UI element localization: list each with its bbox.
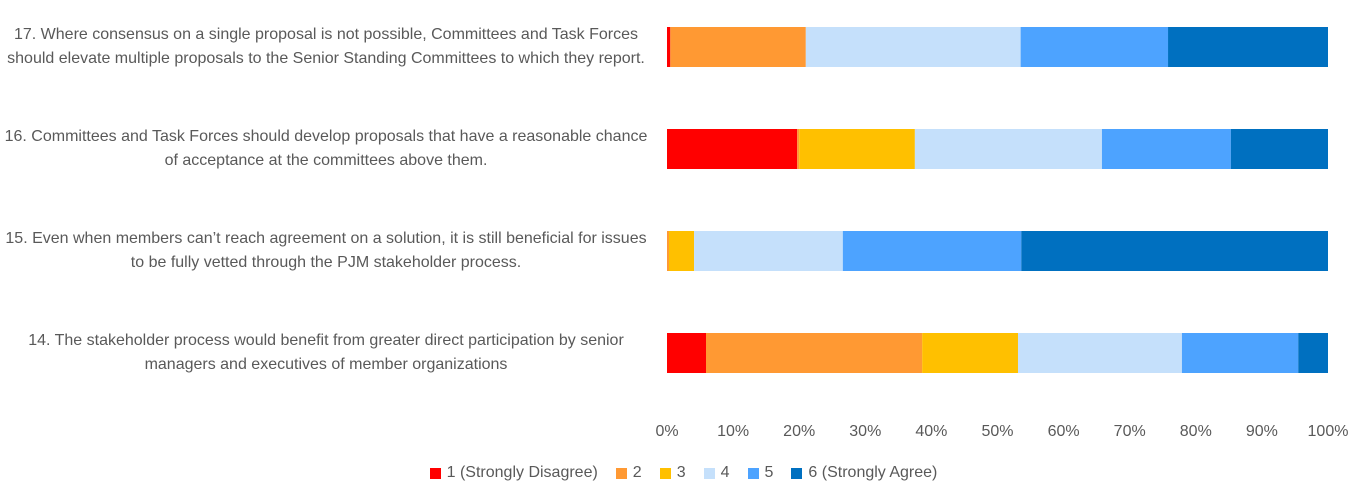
bar-segment [1230,129,1328,169]
category-label: 15. Even when members can’t reach agreem… [5,230,647,271]
x-tick-label: 0% [655,423,678,440]
bar-segment [1021,231,1328,271]
bar-segment [667,333,706,373]
bar-segment [667,27,671,67]
bar-segment [705,333,923,373]
bar-segment [668,231,695,271]
bar-segment [670,27,806,67]
bar-segment [667,129,798,169]
legend-item: 4 [703,464,730,482]
x-tick-label: 80% [1180,423,1212,440]
legend-label: 4 [720,464,730,481]
x-tick-label: 30% [849,423,881,440]
legend-swatch [703,467,715,479]
x-tick-label: 50% [981,423,1013,440]
bar-segment [922,333,1018,373]
legend-swatch [615,467,627,479]
x-tick-label: 70% [1114,423,1146,440]
bar-segment [799,129,915,169]
legend: 1 (Strongly Disagree) 2 3 4 5 6 (Strongly Agr… [0,464,1367,482]
x-tick-label: 20% [783,423,815,440]
bar-segment [1101,129,1231,169]
x-tick-label: 90% [1246,423,1278,440]
legend-label: 6 (Strongly Agree) [808,464,938,481]
legend-swatch [659,467,671,479]
legend-label: 5 [764,464,774,481]
legend-swatch [791,467,803,479]
bar-segment [1168,27,1328,67]
x-tick-label: 10% [717,423,749,440]
category-label: 17. Where consensus on a single proposal… [7,26,645,67]
legend-item: 1 (Strongly Disagree) [429,464,598,482]
bar-segment [1181,333,1299,373]
bar-segment [805,27,1021,67]
bar-segment [1017,333,1182,373]
legend-item: 2 [615,464,642,482]
bar-segment [914,129,1102,169]
legend-item: 5 [747,464,774,482]
legend-item: 6 (Strongly Agree) [791,464,937,482]
x-tick-label: 60% [1048,423,1080,440]
x-tick-label: 40% [915,423,947,440]
category-label: 14. The stakeholder process would benefi… [28,332,624,373]
x-tick-label: 100% [1308,423,1349,440]
legend-label: 2 [632,464,642,481]
category-label: 16. Committees and Task Forces should de… [4,128,648,169]
bar-segment [842,231,1022,271]
legend-swatch [429,467,441,479]
bar-segment [797,129,800,169]
bar-segment [667,231,669,271]
bar-segment [1020,27,1169,67]
bar-segment [1298,333,1328,373]
legend-label: 1 (Strongly Disagree) [446,464,598,481]
bar-segment [694,231,843,271]
legend-label: 3 [676,464,686,481]
legend-swatch [747,467,759,479]
legend-item: 3 [659,464,686,482]
